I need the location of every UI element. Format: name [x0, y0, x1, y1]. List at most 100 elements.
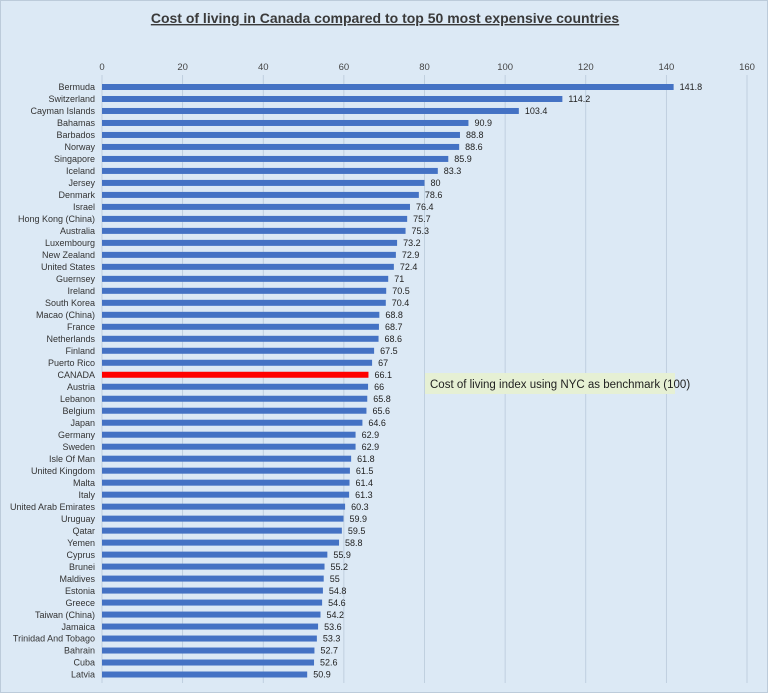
- category-label: Jamaica: [61, 622, 95, 632]
- bar: [102, 671, 308, 678]
- bar: [102, 647, 315, 654]
- data-label: 55.2: [331, 562, 349, 572]
- bar: [102, 287, 387, 294]
- data-label: 53.6: [324, 622, 342, 632]
- data-label: 54.8: [329, 586, 347, 596]
- category-label: United States: [41, 262, 96, 272]
- category-label: Switzerland: [48, 94, 95, 104]
- category-label: Yemen: [67, 538, 95, 548]
- bar: [102, 84, 674, 90]
- category-label: Isle Of Man: [49, 454, 95, 464]
- bar: [102, 359, 373, 366]
- bar: [102, 107, 519, 114]
- bar: [102, 275, 389, 282]
- bars: [102, 84, 674, 678]
- data-label: 67.5: [380, 346, 398, 356]
- category-label: Norway: [64, 142, 95, 152]
- category-label: Luxembourg: [45, 238, 95, 248]
- bar: [102, 551, 328, 558]
- category-label: Finland: [65, 346, 95, 356]
- data-label: 85.9: [454, 154, 472, 164]
- bar: [102, 155, 449, 162]
- data-label: 59.5: [348, 526, 366, 536]
- category-label: Malta: [73, 478, 95, 488]
- data-label: 68.7: [385, 322, 403, 332]
- bar: [102, 215, 408, 222]
- category-label: Sweden: [62, 442, 95, 452]
- bar: [102, 539, 340, 546]
- bar: [102, 563, 325, 570]
- category-label: Lebanon: [60, 394, 95, 404]
- category-label: Estonia: [65, 586, 95, 596]
- data-label: 55: [330, 574, 340, 584]
- x-tick-label: 0: [99, 62, 104, 73]
- data-label: 76.4: [416, 202, 434, 212]
- category-label: Trinidad And Tobago: [13, 634, 95, 644]
- data-label: 55.9: [333, 550, 351, 560]
- x-tick-label: 100: [497, 62, 513, 73]
- bar: [102, 95, 563, 102]
- bar: [102, 395, 368, 402]
- data-label: 72.4: [400, 262, 418, 272]
- annotation: Cost of living index using NYC as benchm…: [425, 373, 690, 394]
- category-label: Israel: [73, 202, 95, 212]
- data-label: 141.8: [680, 82, 703, 92]
- category-labels: Bermuda Switzerland Cayman Islands Bahamas B…: [10, 82, 96, 680]
- data-label: 61.3: [355, 490, 373, 500]
- category-label: Australia: [60, 226, 95, 236]
- data-label: 61.4: [356, 478, 374, 488]
- x-tick-label: 20: [177, 62, 188, 73]
- data-label: 61.8: [357, 454, 375, 464]
- data-label: 65.8: [373, 394, 391, 404]
- bar-highlight: [102, 371, 369, 378]
- data-label: 67: [378, 358, 388, 368]
- category-label: Taiwan (China): [35, 610, 95, 620]
- bar: [102, 575, 324, 582]
- category-label: Hong Kong (China): [18, 214, 95, 224]
- category-label: Cuba: [73, 658, 95, 668]
- bar: [102, 167, 438, 174]
- bar: [102, 179, 425, 186]
- category-label: Bahamas: [57, 118, 96, 128]
- category-label: Qatar: [72, 526, 95, 536]
- data-label: 54.6: [328, 598, 346, 608]
- category-label: Bahrain: [64, 646, 95, 656]
- data-label: 66.1: [374, 370, 392, 380]
- data-label: 72.9: [402, 250, 420, 260]
- data-label: 83.3: [444, 166, 462, 176]
- data-label: 70.4: [392, 298, 410, 308]
- category-label: Bermuda: [58, 82, 95, 92]
- data-label: 88.8: [466, 130, 484, 140]
- data-label: 71: [394, 274, 404, 284]
- annotation-box: [425, 373, 675, 394]
- category-label: Cyprus: [66, 550, 95, 560]
- data-label: 68.6: [385, 334, 403, 344]
- category-label: Austria: [67, 382, 95, 392]
- data-label: 50.9: [313, 670, 331, 680]
- bar: [102, 611, 321, 618]
- category-label: United Arab Emirates: [10, 502, 96, 512]
- bar: [102, 239, 398, 246]
- bar: [102, 383, 369, 390]
- data-label: 52.7: [320, 646, 338, 656]
- data-label: 75.7: [413, 214, 431, 224]
- category-label: Brunei: [69, 562, 95, 572]
- data-label: 66: [374, 382, 384, 392]
- category-label: Macao (China): [36, 310, 95, 320]
- bar: [102, 299, 386, 306]
- x-tick-label: 80: [419, 62, 430, 73]
- bar: [102, 227, 406, 234]
- x-tick-label: 40: [258, 62, 269, 73]
- bar: [102, 131, 460, 138]
- chart-title: Cost of living in Canada compared to top…: [151, 10, 620, 26]
- bar: [102, 323, 379, 330]
- bar: [102, 431, 356, 438]
- x-axis-ticks: 0 20 40 60 80 100 120 140 160: [99, 62, 755, 73]
- bar: [102, 203, 410, 210]
- data-label: 59.9: [349, 514, 367, 524]
- bar: [102, 623, 319, 630]
- category-label: Belgium: [62, 406, 95, 416]
- category-label: Barbados: [56, 130, 95, 140]
- category-label: Greece: [65, 598, 95, 608]
